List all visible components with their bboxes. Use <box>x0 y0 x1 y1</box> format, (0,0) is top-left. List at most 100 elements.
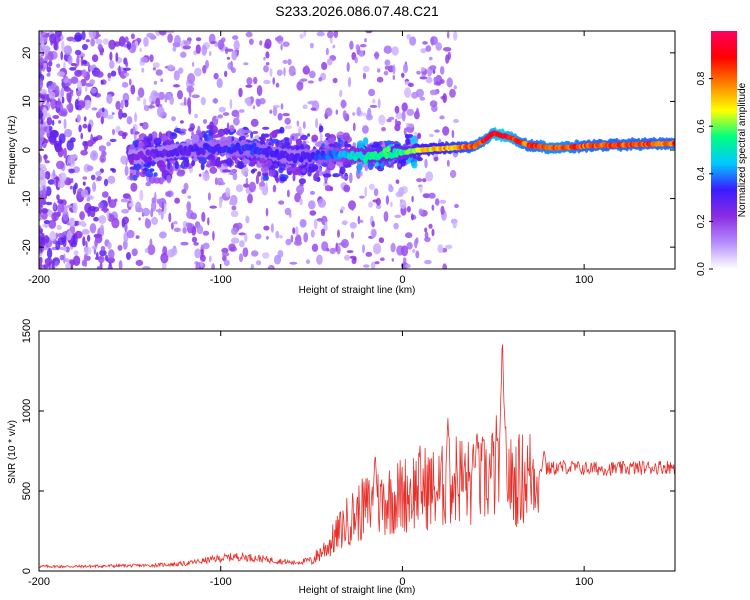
spectrogram-noise-blob <box>453 31 458 41</box>
spectrogram-noise-blob <box>117 244 123 251</box>
spectrogram-noise-blob <box>63 147 67 159</box>
spectrogram-cloud-blob <box>148 133 153 142</box>
spectrogram-noise-blob <box>422 41 428 45</box>
spectrogram-cloud-blob <box>300 134 308 141</box>
spectrogram-noise-blob <box>263 79 271 85</box>
spectrogram-cloud-blob <box>356 140 365 148</box>
spectrogram-noise-blob <box>49 231 56 242</box>
spectrogram-noise-blob <box>272 77 276 85</box>
spectrogram-cloud-blob <box>191 160 196 167</box>
spectrogram-noise-blob <box>454 203 459 209</box>
spectrogram-noise-blob <box>63 118 67 130</box>
spectrogram-noise-blob <box>195 44 201 54</box>
spectrogram-cloud-blob <box>271 130 278 138</box>
spectrogram-noise-blob <box>39 230 43 235</box>
spectrogram-noise-blob <box>42 45 51 54</box>
spectrogram-noise-blob <box>282 59 288 64</box>
spectrogram-noise-blob <box>242 247 249 258</box>
spectrogram-noise-blob <box>162 261 167 269</box>
spectrogram-cloud-blob <box>136 168 140 178</box>
spectrogram-cloud-blob <box>153 172 158 177</box>
spectrogram-noise-blob <box>187 73 196 84</box>
spectrogram-noise-blob <box>56 63 61 68</box>
spectrogram-noise-blob <box>83 140 89 151</box>
spectrogram-noise-blob <box>405 232 413 239</box>
spectrogram-noise-blob <box>407 82 414 87</box>
spectrogram-cloud-blob <box>311 134 319 142</box>
spectrogram-noise-blob <box>265 62 270 66</box>
spectrogram-noise-blob <box>284 207 292 216</box>
spectrogram-noise-blob <box>42 224 49 228</box>
spectrogram-noise-blob <box>383 45 392 54</box>
spectrogram-cloud-blob <box>205 130 213 134</box>
spectrogram-noise-blob <box>100 116 105 125</box>
spectrogram-noise-blob <box>67 55 73 65</box>
spectrogram-noise-blob <box>309 42 314 49</box>
spectrogram-noise-blob <box>416 178 423 183</box>
spectrogram-noise-blob <box>139 47 142 53</box>
spectrogram-noise-blob <box>244 233 248 243</box>
spectrogram-noise-blob <box>411 195 414 203</box>
spectrogram-noise-blob <box>439 199 447 204</box>
spectrogram-noise-blob <box>169 96 175 105</box>
spectrogram-noise-blob <box>125 61 129 68</box>
spectrogram-noise-blob <box>112 128 115 136</box>
spectrogram-noise-blob <box>166 31 175 34</box>
spectrogram-noise-blob <box>128 202 134 208</box>
spectrogram-noise-blob <box>245 177 249 185</box>
spectrogram-noise-blob <box>106 257 115 264</box>
spectrogram-noise-blob <box>401 110 406 122</box>
spectrogram-cloud-blob <box>209 121 214 130</box>
spectrogram-noise-blob <box>229 200 233 206</box>
spectrogram-noise-blob <box>365 113 373 121</box>
spectrogram-noise-blob <box>243 62 249 66</box>
spectrogram-noise-blob <box>68 217 75 227</box>
spectrogram-noise-blob <box>46 247 53 259</box>
spectrogram-noise-blob <box>142 266 151 269</box>
spectrogram-cloud-blob <box>167 160 171 170</box>
spectrogram-noise-blob <box>445 54 450 64</box>
spectrogram-noise-blob <box>395 179 400 184</box>
spectrogram-noise-blob <box>226 56 231 60</box>
snr-ylabel: SNR (10 * v/v) <box>7 420 18 484</box>
spectrogram-noise-blob <box>231 227 238 235</box>
spectrogram-noise-blob <box>84 202 92 214</box>
spectrogram-noise-blob <box>224 70 228 78</box>
spectrogram-noise-blob <box>272 184 277 193</box>
spectrogram-noise-blob <box>80 132 83 140</box>
spectrogram-cloud-blob <box>237 128 246 137</box>
spectrogram-noise-blob <box>296 120 300 127</box>
spectrogram-noise-blob <box>373 188 379 197</box>
spectrogram-noise-blob <box>100 79 104 85</box>
spectrogram-noise-blob <box>52 115 60 119</box>
spectrogram-noise-blob <box>310 229 315 238</box>
spectrogram-noise-blob <box>406 108 415 116</box>
spectrogram-noise-blob <box>144 248 149 253</box>
spectrogram-noise-blob <box>299 198 303 206</box>
spectrogram-noise-blob <box>39 123 45 127</box>
spectrogram-noise-blob <box>437 244 444 254</box>
spectrogram-noise-blob <box>80 189 89 198</box>
spectrogram-noise-blob <box>75 220 80 226</box>
snr-xtick-label: -200 <box>28 576 50 588</box>
spectrogram-cloud-blob <box>262 126 270 130</box>
spectrogram-noise-blob <box>74 32 83 42</box>
spectrogram-noise-blob <box>153 92 160 97</box>
spectrogram-noise-blob <box>383 211 389 222</box>
spectrogram-noise-blob <box>92 136 99 142</box>
spectrogram-noise-blob <box>122 193 131 199</box>
spectrogram-noise-blob <box>412 249 416 253</box>
spectrogram-noise-blob <box>108 249 115 259</box>
spectrogram-noise-blob <box>174 35 181 46</box>
spectrogram-cloud-blob <box>154 138 159 145</box>
spectrogram-noise-blob <box>221 252 230 257</box>
spectrogram-noise-blob <box>347 76 352 88</box>
spectrogram-noise-blob <box>254 233 262 240</box>
spectrogram-noise-blob <box>82 123 88 129</box>
spectrogram-noise-blob <box>39 78 44 89</box>
snr-xtick-label: 0 <box>399 576 405 588</box>
spectrogram-cloud-blob <box>145 170 154 178</box>
spectrogram-noise-blob <box>170 222 174 230</box>
spectrogram-noise-blob <box>402 257 407 264</box>
spectrogram-noise-blob <box>425 171 434 182</box>
